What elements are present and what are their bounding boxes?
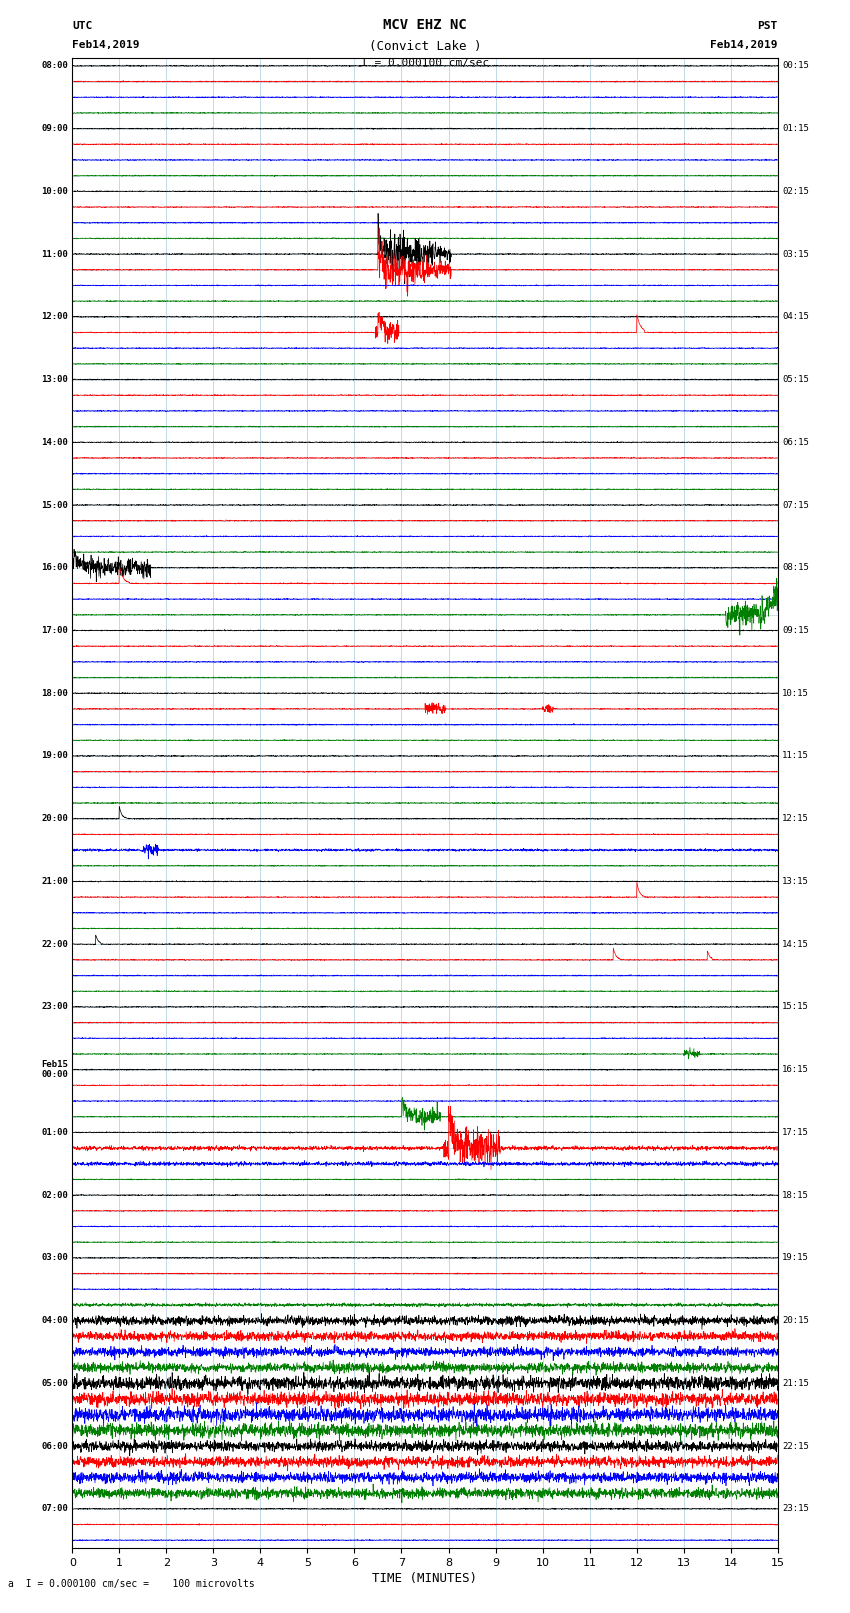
Text: 04:00: 04:00 — [41, 1316, 68, 1324]
Text: 22:15: 22:15 — [782, 1442, 809, 1450]
Text: 21:15: 21:15 — [782, 1379, 809, 1387]
Text: 09:15: 09:15 — [782, 626, 809, 636]
Text: 09:00: 09:00 — [41, 124, 68, 134]
Text: 08:00: 08:00 — [41, 61, 68, 71]
Text: 10:00: 10:00 — [41, 187, 68, 195]
Text: 19:00: 19:00 — [41, 752, 68, 760]
Text: 21:00: 21:00 — [41, 877, 68, 886]
Text: 03:15: 03:15 — [782, 250, 809, 258]
Text: Feb14,2019: Feb14,2019 — [711, 40, 778, 50]
Text: 05:15: 05:15 — [782, 376, 809, 384]
Text: 13:00: 13:00 — [41, 376, 68, 384]
Text: 00:15: 00:15 — [782, 61, 809, 71]
Text: 14:00: 14:00 — [41, 437, 68, 447]
Text: 01:15: 01:15 — [782, 124, 809, 134]
Text: 13:15: 13:15 — [782, 877, 809, 886]
Text: UTC: UTC — [72, 21, 93, 31]
Text: 17:00: 17:00 — [41, 626, 68, 636]
Text: 02:15: 02:15 — [782, 187, 809, 195]
Text: 05:00: 05:00 — [41, 1379, 68, 1387]
Text: PST: PST — [757, 21, 778, 31]
Text: 15:15: 15:15 — [782, 1002, 809, 1011]
X-axis label: TIME (MINUTES): TIME (MINUTES) — [372, 1573, 478, 1586]
Text: 23:15: 23:15 — [782, 1505, 809, 1513]
Text: 14:15: 14:15 — [782, 940, 809, 948]
Text: Feb15
00:00: Feb15 00:00 — [41, 1060, 68, 1079]
Text: (Convict Lake ): (Convict Lake ) — [369, 40, 481, 53]
Text: 20:15: 20:15 — [782, 1316, 809, 1324]
Text: Feb14,2019: Feb14,2019 — [72, 40, 139, 50]
Text: 06:15: 06:15 — [782, 437, 809, 447]
Text: 10:15: 10:15 — [782, 689, 809, 698]
Text: 11:00: 11:00 — [41, 250, 68, 258]
Text: 04:15: 04:15 — [782, 313, 809, 321]
Text: 01:00: 01:00 — [41, 1127, 68, 1137]
Text: 20:00: 20:00 — [41, 815, 68, 823]
Text: 08:15: 08:15 — [782, 563, 809, 573]
Text: 23:00: 23:00 — [41, 1002, 68, 1011]
Text: 12:15: 12:15 — [782, 815, 809, 823]
Text: 15:00: 15:00 — [41, 500, 68, 510]
Text: 17:15: 17:15 — [782, 1127, 809, 1137]
Text: 02:00: 02:00 — [41, 1190, 68, 1200]
Text: 03:00: 03:00 — [41, 1253, 68, 1263]
Text: 07:15: 07:15 — [782, 500, 809, 510]
Text: I = 0.000100 cm/sec: I = 0.000100 cm/sec — [361, 58, 489, 68]
Text: 12:00: 12:00 — [41, 313, 68, 321]
Text: 16:00: 16:00 — [41, 563, 68, 573]
Text: 06:00: 06:00 — [41, 1442, 68, 1450]
Text: 18:15: 18:15 — [782, 1190, 809, 1200]
Text: MCV EHZ NC: MCV EHZ NC — [383, 18, 467, 32]
Text: a  I = 0.000100 cm/sec =    100 microvolts: a I = 0.000100 cm/sec = 100 microvolts — [8, 1579, 255, 1589]
Text: 18:00: 18:00 — [41, 689, 68, 698]
Text: 11:15: 11:15 — [782, 752, 809, 760]
Text: 22:00: 22:00 — [41, 940, 68, 948]
Text: 16:15: 16:15 — [782, 1065, 809, 1074]
Text: 19:15: 19:15 — [782, 1253, 809, 1263]
Text: 07:00: 07:00 — [41, 1505, 68, 1513]
